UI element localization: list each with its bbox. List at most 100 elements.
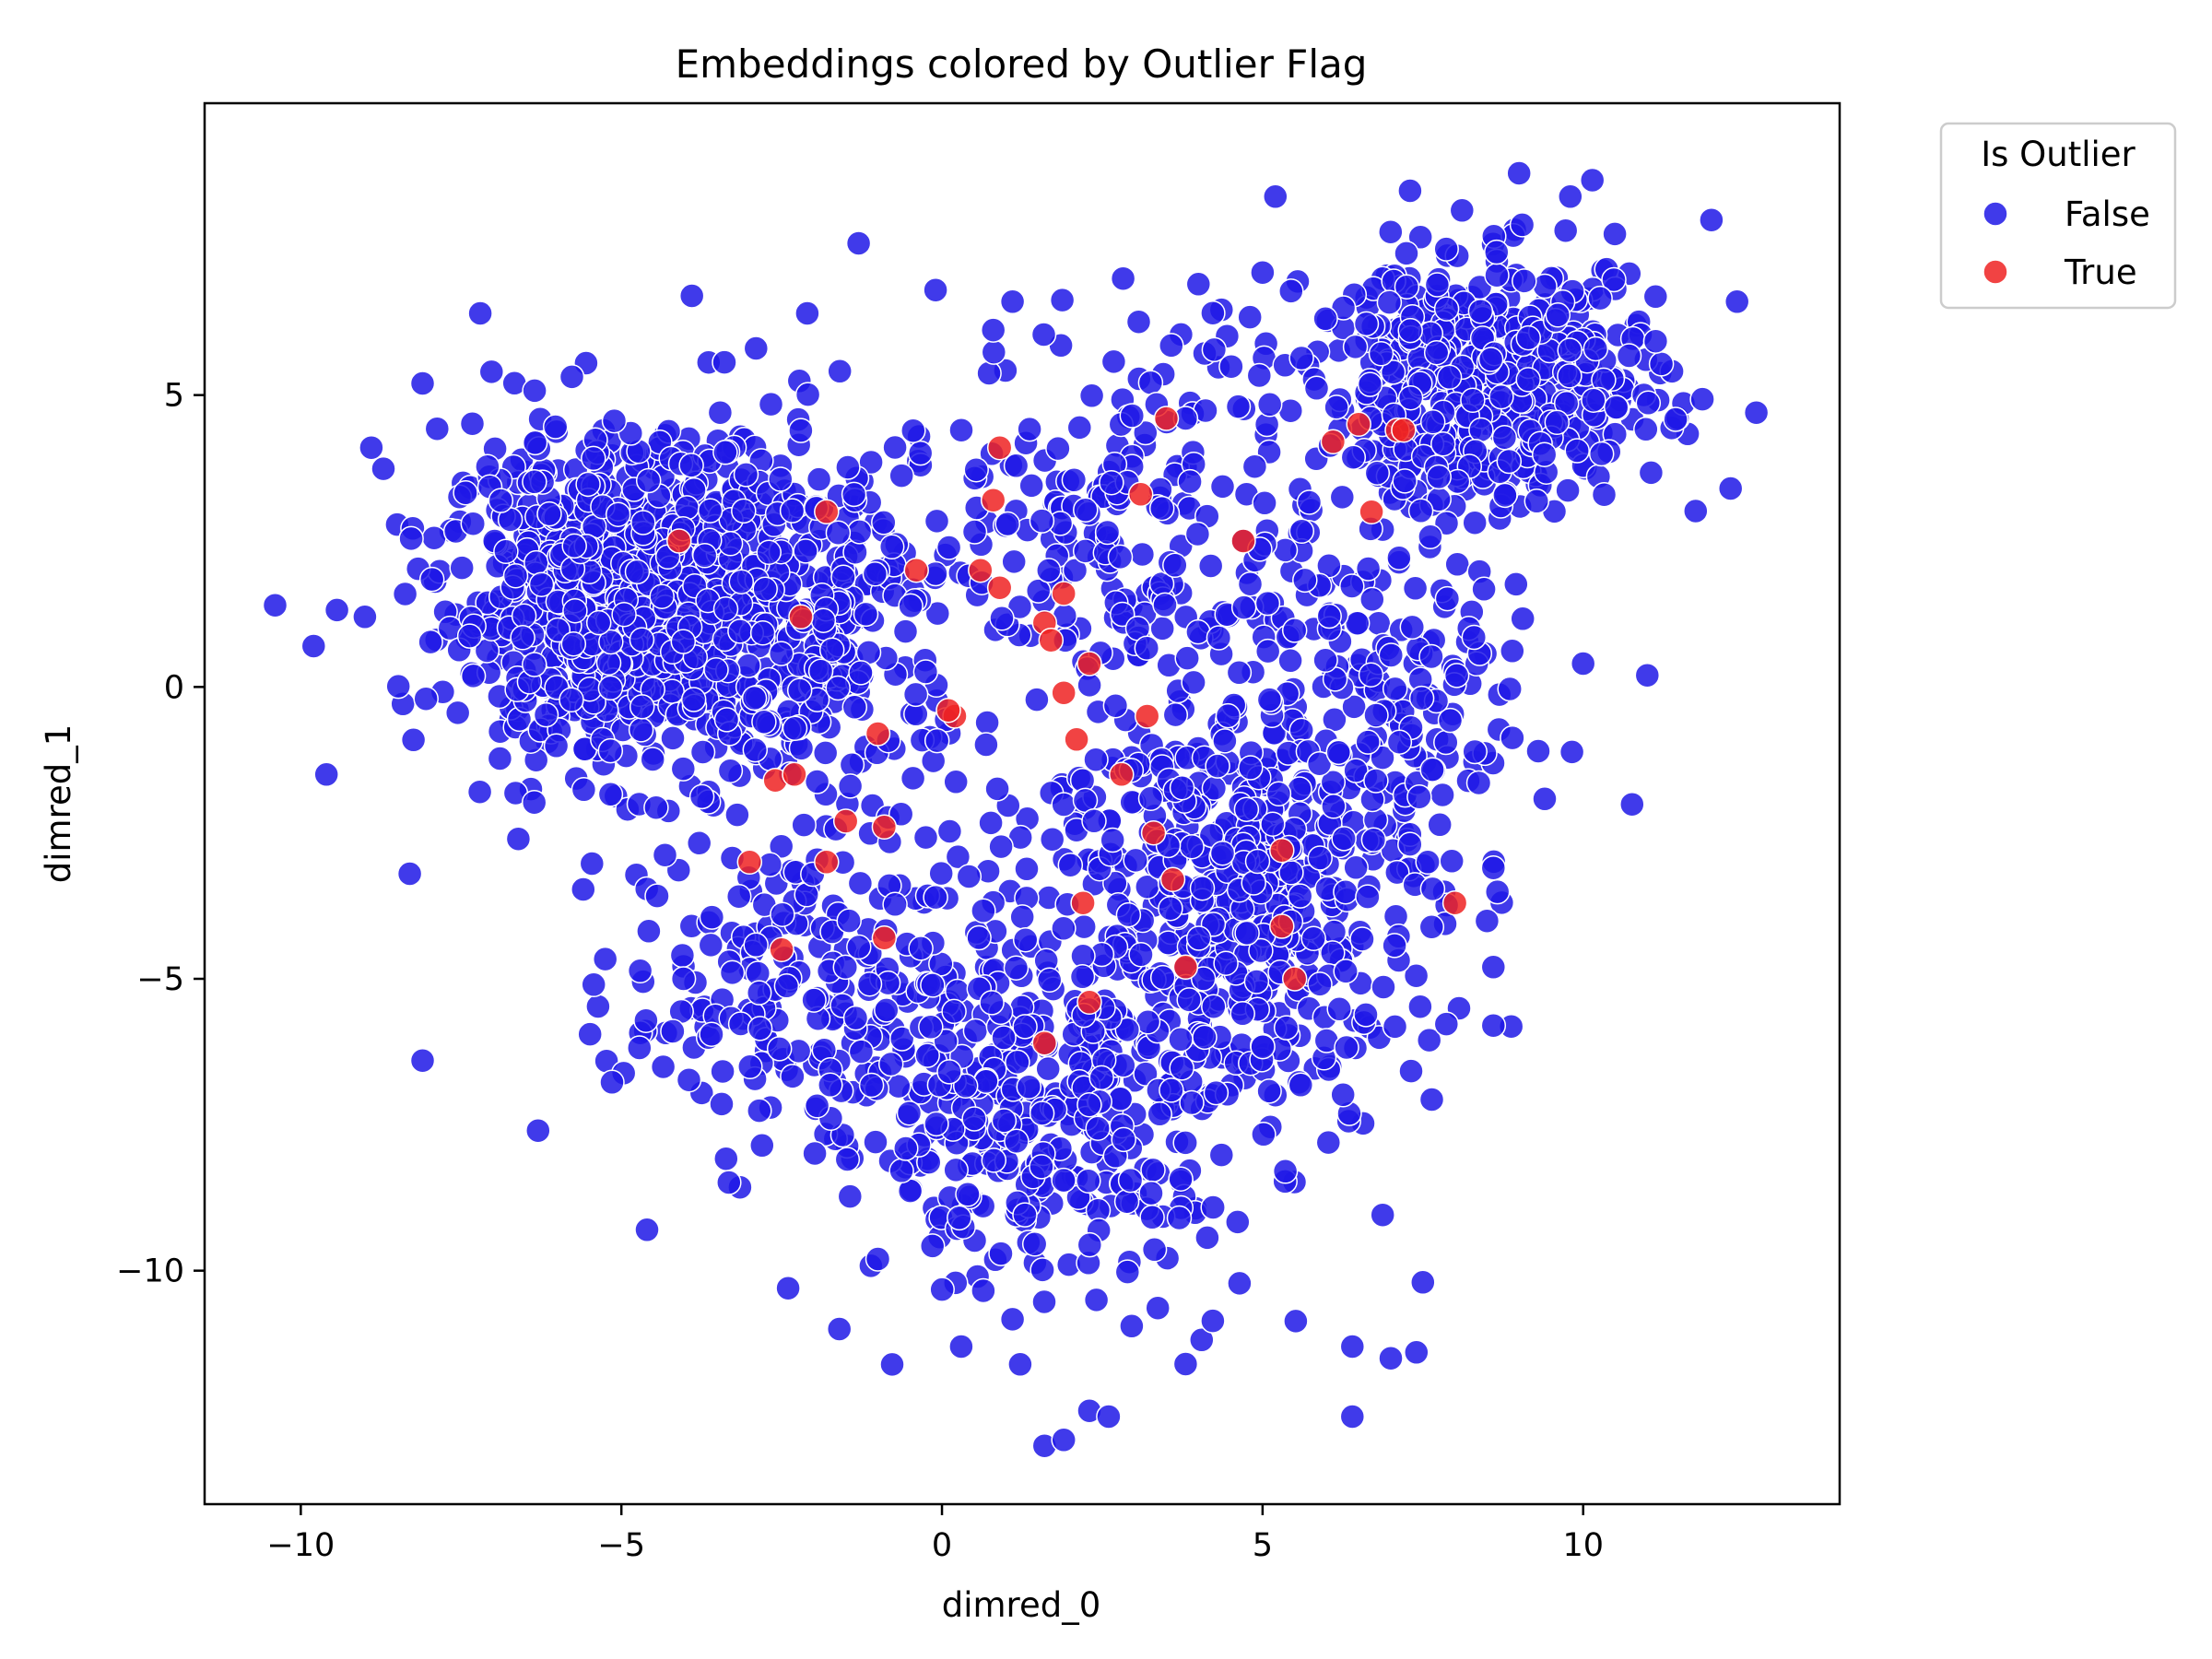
scatter-point-inlier [1339,1334,1366,1359]
scatter-point-inlier [560,630,587,657]
scatter-point-inlier [1468,417,1494,443]
scatter-point-inlier [1205,753,1230,779]
scatter-point-inlier [1030,1257,1055,1283]
scatter-point-inlier [466,779,493,805]
scatter-point-inlier [1237,571,1264,597]
scatter-point-inlier [456,623,483,649]
scatter-point-inlier [1339,573,1365,599]
scatter-point-inlier [1200,300,1226,326]
scatter-point-inlier [773,973,800,999]
scatter-point-inlier [1506,160,1532,186]
scatter-point-inlier [807,658,834,684]
scatter-point-inlier [392,581,418,607]
scatter-point-inlier [1510,606,1535,632]
scatter-point-inlier [981,1147,1007,1173]
scatter-point-inlier [409,1047,436,1074]
scatter-point-inlier [793,538,818,564]
scatter-point-inlier [522,469,547,495]
scatter-point-inlier [1355,556,1382,582]
scatter-point-inlier [961,519,988,545]
scatter-point-inlier [1179,833,1205,860]
scatter-point-inlier [1433,1011,1460,1037]
scatter-point-inlier [698,932,724,959]
scatter-point-inlier [1616,343,1642,369]
scatter-point-inlier [1140,1157,1166,1183]
scatter-point-inlier [1189,875,1216,901]
scatter-point-inlier [1449,197,1476,224]
scatter-point-inlier [896,1100,923,1126]
scatter-point-inlier [1225,1209,1251,1235]
scatter-point-inlier [1181,669,1206,696]
scatter-point-inlier [1012,926,1039,953]
scatter-point-inlier [1406,783,1432,810]
scatter-point-inlier [678,283,705,309]
scatter-point-outlier [871,814,898,841]
scatter-point-inlier [562,597,588,624]
scatter-point-inlier [1288,1072,1314,1099]
scatter-point-inlier [848,660,874,686]
scatter-point-inlier [1355,729,1381,755]
scatter-point-inlier [841,481,867,508]
scatter-point-inlier [592,946,618,972]
scatter-point-inlier [400,727,427,753]
scatter-point-inlier [1378,1345,1404,1371]
scatter-point-inlier [1326,996,1352,1022]
scatter-point-inlier [961,1106,987,1132]
scatter-point-outlier [769,936,794,963]
scatter-point-inlier [1176,987,1202,1013]
scatter-point-inlier [1168,1166,1194,1192]
scatter-point-inlier [929,1277,955,1302]
scatter-point-inlier [924,508,950,535]
scatter-point-inlier [837,1183,864,1209]
scatter-point-inlier [678,453,704,478]
scatter-point-inlier [978,810,1004,836]
scatter-point-inlier [1648,351,1675,377]
scatter-point-inlier [359,434,384,461]
scatter-point-inlier [1265,781,1292,807]
scatter-point-outlier [1077,651,1102,677]
scatter-point-inlier [902,681,929,708]
scatter-point-inlier [1169,774,1195,801]
scatter-point-inlier [1312,306,1338,332]
scatter-point-inlier [1281,618,1308,643]
scatter-point-inlier [1250,259,1276,286]
scatter-point-inlier [1036,967,1063,994]
scatter-point-inlier [832,954,859,981]
scatter-point-inlier [1307,845,1333,871]
scatter-point-inlier [1423,339,1450,366]
scatter-point-inlier [1570,651,1596,677]
legend-title: Is Outlier [1981,135,2136,174]
scatter-point-inlier [1386,729,1413,755]
scatter-point-inlier [865,1246,891,1272]
scatter-point-inlier [1583,335,1609,362]
scatter-point-inlier [689,739,716,765]
scatter-point-inlier [1241,453,1268,479]
scatter-point-inlier [1683,498,1709,524]
scatter-point-inlier [947,1205,972,1231]
scatter-point-outlier [1159,866,1186,893]
scatter-point-inlier [1484,878,1511,905]
scatter-point-inlier [768,641,794,666]
scatter-point-inlier [581,445,606,472]
scatter-point-inlier [1125,309,1152,335]
scatter-point-inlier [1512,268,1537,294]
scatter-point-inlier [628,717,654,743]
scatter-point-inlier [749,1133,775,1159]
scatter-point-inlier [581,971,606,998]
scatter-point-inlier [1633,417,1659,442]
scatter-point-inlier [1360,827,1387,853]
scatter-point-inlier [1062,558,1088,583]
scatter-point-inlier [971,1277,996,1304]
scatter-point-inlier [1465,770,1492,796]
scatter-point-inlier [791,812,817,838]
scatter-point-inlier [1477,347,1504,372]
scatter-point-inlier [779,498,806,524]
scatter-point-inlier [624,559,651,585]
scatter-point-inlier [981,339,1007,365]
scatter-point-inlier [1416,1027,1442,1053]
scatter-point-inlier [863,1129,888,1155]
scatter-point-inlier [1083,747,1109,772]
scatter-point-inlier [842,539,868,565]
scatter-point-outlier [1134,703,1160,729]
scatter-point-inlier [842,1005,869,1031]
